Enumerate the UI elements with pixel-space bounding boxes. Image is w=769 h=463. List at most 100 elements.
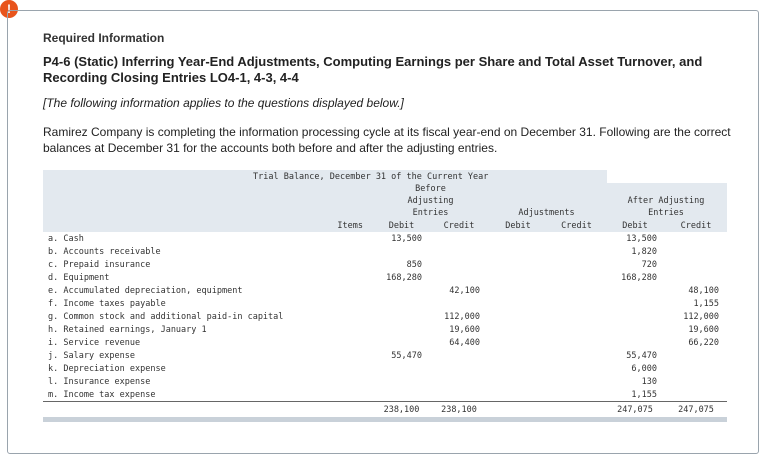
panel <box>7 10 759 454</box>
column-header: Credit <box>665 219 728 232</box>
column-header: Credit <box>430 219 488 232</box>
item-cell: j. Salary expense <box>48 350 135 361</box>
amount-cell <box>548 375 605 388</box>
amount-cell: 55,470 <box>626 350 657 361</box>
table-row: f. Income taxes payable 1,155 <box>43 297 727 310</box>
empty-cell <box>43 183 373 219</box>
amount-cell <box>665 271 727 284</box>
table-row: k. Depreciation expense 6,000 <box>43 362 727 375</box>
table-row: m. Income tax expense 1,155 <box>43 388 727 402</box>
total-cell <box>43 401 373 419</box>
table-head: Trial Balance, December 31 of the Curren… <box>43 170 728 232</box>
problem-title: P4-6 (Static) Inferring Year-End Adjustm… <box>43 54 703 85</box>
totals-row: 238,100 238,100 247,075 247,075 <box>43 401 728 419</box>
column-header: Credit <box>548 219 605 232</box>
amount-cell <box>430 349 488 362</box>
amount-cell <box>548 388 605 402</box>
amount-cell <box>373 323 430 336</box>
group-header: Adjustments <box>488 183 605 219</box>
amount-cell: 1,155 <box>631 389 657 400</box>
group-row: Before Adjusting Entries Adjustments After… <box>43 183 728 219</box>
amount-cell <box>665 232 727 245</box>
amount-cell <box>548 232 605 245</box>
amount-cell <box>373 375 430 388</box>
amount-cell <box>548 245 605 258</box>
amount-cell <box>605 284 665 297</box>
total-cell <box>548 401 605 419</box>
amount-cell <box>488 232 548 245</box>
intro: Ramirez Company is completing the inform… <box>43 125 731 155</box>
amount-cell <box>488 375 548 388</box>
amount-cell <box>373 310 430 323</box>
amount-cell <box>665 362 727 375</box>
table-row: j. Salary expense 55,470 55,470 <box>43 349 727 362</box>
amount-cell <box>430 258 488 271</box>
item-cell: h. Retained earnings, January 1 <box>48 324 207 335</box>
table-row: l. Insurance expense 130 <box>43 375 727 388</box>
amount-cell <box>488 388 548 402</box>
amount-cell <box>665 258 727 271</box>
amount-cell <box>488 362 548 375</box>
total-cell: 238,100 <box>430 401 488 419</box>
total-cell: 247,075 <box>665 401 728 419</box>
table-row: c. Prepaid insurance 850 720 <box>43 258 727 271</box>
amount-cell <box>488 245 548 258</box>
table-row: d. Equipment 168,280 168,280 <box>43 271 727 284</box>
amount-cell <box>488 336 548 349</box>
amount-cell <box>548 297 605 310</box>
amount-cell <box>488 284 548 297</box>
item-cell: l. Insurance expense <box>48 376 151 387</box>
amount-cell <box>665 375 727 388</box>
amount-cell: 1,155 <box>693 298 720 309</box>
table-row: e. Accumulated depreciation, equipment 42… <box>43 284 727 297</box>
table-foot: 238,100 238,100 247,075 247,075 <box>43 401 728 419</box>
alert-icon: ! <box>0 0 18 18</box>
total-cell: 247,075 <box>605 401 665 419</box>
amount-cell <box>665 245 727 258</box>
total-cell: 238,100 <box>373 401 430 419</box>
amount-cell: 42,100 <box>449 285 480 296</box>
item-cell: a. Cash <box>48 233 84 244</box>
item-cell: d. Equipment <box>48 272 110 283</box>
amount-cell <box>488 310 548 323</box>
amount-cell <box>605 323 665 336</box>
amount-cell <box>605 297 665 310</box>
amount-cell: 1,820 <box>631 246 657 257</box>
amount-cell <box>373 297 430 310</box>
amount-cell <box>373 245 430 258</box>
amount-cell <box>430 245 488 258</box>
amount-cell <box>373 388 430 402</box>
amount-cell <box>548 362 605 375</box>
table-row: h. Retained earnings, January 1 19,600 19,… <box>43 323 727 336</box>
amount-cell <box>488 297 548 310</box>
trial-balance: Trial Balance, December 31 of the Curren… <box>43 170 728 419</box>
item-cell: m. Income tax expense <box>48 389 156 400</box>
item-cell: k. Depreciation expense <box>48 363 166 374</box>
column-header: Debit <box>488 219 548 232</box>
group-header: Before Adjusting Entries <box>373 183 488 219</box>
amount-cell <box>488 258 548 271</box>
amount-cell <box>605 336 665 349</box>
table-row: a. Cash 13,500 13,500 <box>43 232 727 245</box>
amount-cell <box>488 349 548 362</box>
amount-cell <box>488 323 548 336</box>
amount-cell: 112,000 <box>683 311 720 322</box>
amount-cell <box>430 388 488 402</box>
amount-cell: 112,000 <box>444 311 480 322</box>
amount-cell <box>665 388 727 402</box>
footer-bar <box>43 417 727 422</box>
amount-cell: 168,280 <box>621 272 657 283</box>
amount-cell <box>373 284 430 297</box>
amount-cell: 48,100 <box>688 285 720 296</box>
table-caption: Trial Balance, December 31 of the Curren… <box>253 170 608 183</box>
amount-cell <box>430 297 488 310</box>
table-row: b. Accounts receivable 1,820 <box>43 245 727 258</box>
amount-cell: 720 <box>641 259 657 270</box>
amount-cell <box>548 258 605 271</box>
amount-cell: 66,220 <box>688 337 720 348</box>
amount-cell <box>605 310 665 323</box>
amount-cell <box>548 271 605 284</box>
item-cell: g. Common stock and additional paid-in c… <box>48 311 284 322</box>
amount-cell <box>548 349 605 362</box>
note: [The following information applies to th… <box>43 96 404 110</box>
